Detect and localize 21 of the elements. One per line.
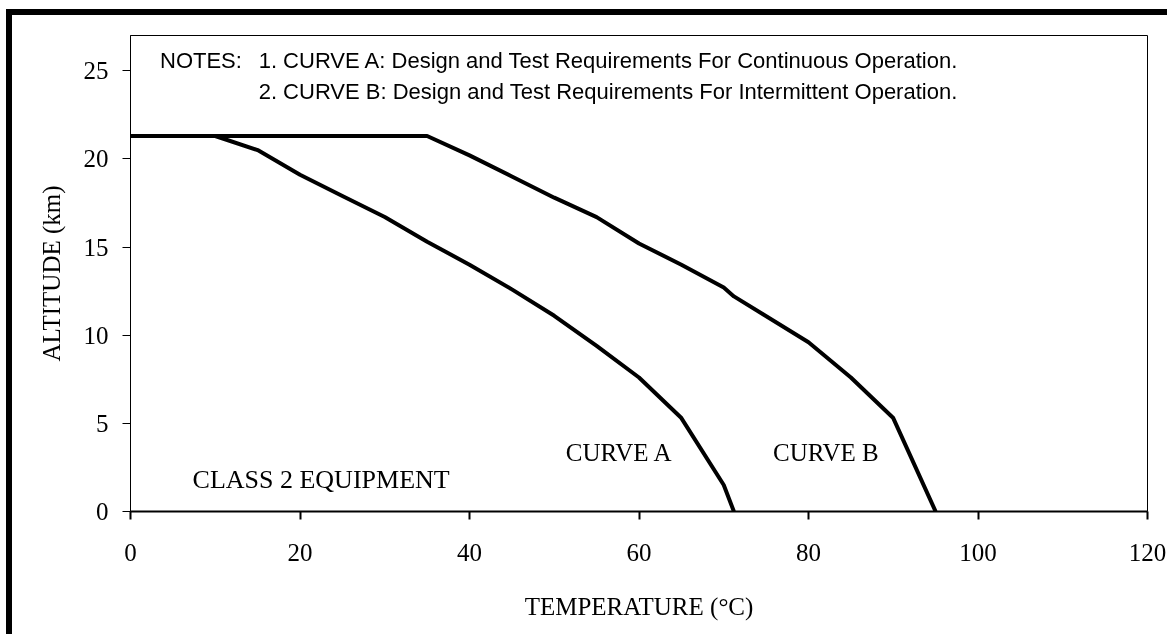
series-label: CURVE B xyxy=(772,438,879,466)
annotation: CLASS 2 EQUIPMENT xyxy=(192,464,450,494)
y-tick-label: 25 xyxy=(83,57,109,85)
y-axis-title: ALTITUDE (km) xyxy=(37,185,66,362)
annotation: 1. CURVE A: Design and Test Requirements For Continuous Operation. xyxy=(258,47,958,73)
x-tick-label: 20 xyxy=(287,538,313,566)
series-label: CURVE A xyxy=(565,438,672,466)
y-tick-label: 15 xyxy=(83,233,109,261)
x-tick-label: 40 xyxy=(457,538,482,566)
x-tick-label: 80 xyxy=(796,538,821,566)
y-tick-label: 20 xyxy=(83,145,109,173)
x-tick-label: 60 xyxy=(626,538,652,566)
annotation: NOTES: xyxy=(159,47,242,73)
x-axis-title: TEMPERATURE (°C) xyxy=(524,592,754,621)
x-tick-label: 100 xyxy=(959,538,997,566)
x-tick-label: 0 xyxy=(124,538,137,566)
y-tick-label: 10 xyxy=(83,321,109,349)
y-tick-label: 0 xyxy=(96,498,109,525)
annotation: 2. CURVE B: Design and Test Requirements For Intermittent Operation. xyxy=(258,78,958,104)
x-tick-label: 120 xyxy=(1128,538,1167,566)
y-tick-label: 5 xyxy=(96,409,109,437)
